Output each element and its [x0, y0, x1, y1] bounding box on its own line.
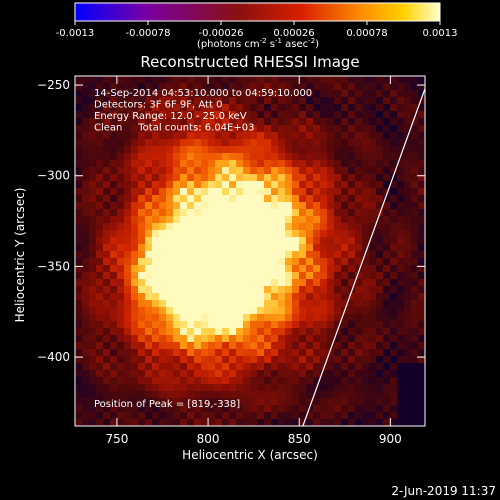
y-tick-label: −400 [37, 350, 70, 364]
colorbar-tick-label: 0.00026 [273, 28, 314, 39]
colorbar-tick-label: -0.00078 [126, 28, 171, 39]
footer-timestamp: 2-Jun-2019 11:37 [391, 484, 496, 498]
x-tick-label: 800 [197, 432, 220, 446]
colorbar-ticks: -0.0013 -0.00078 -0.00026 0.00026 0.00078 0.0… [56, 21, 458, 39]
x-tick-label: 850 [288, 432, 311, 446]
colorbar [75, 3, 440, 21]
annotation-line: Detectors: 3F 6F 9F, Att 0 [94, 100, 222, 111]
x-tick-label: 900 [379, 432, 402, 446]
colorbar-tick-label: -0.0013 [56, 28, 95, 39]
colorbar-frame [74, 2, 441, 22]
annotation-line: Clean Total counts: 6.04E+03 [94, 123, 254, 134]
colorbar-tick-label: 0.00078 [346, 28, 387, 39]
annotation-line: 14-Sep-2014 04:53:10.000 to 04:59:10.000 [94, 88, 312, 99]
colorbar-tick-label: 0.0013 [423, 28, 458, 39]
chart-title: Reconstructed RHESSI Image [140, 53, 359, 71]
peak-position-label: Position of Peak = [819,-338] [94, 399, 240, 410]
colorbar-units: (photons cm-2 s-1 asec-2) [197, 37, 319, 50]
y-tick-label: −300 [37, 169, 70, 183]
plot-frame [74, 75, 426, 427]
info-annotations: 14-Sep-2014 04:53:10.000 to 04:59:10.000… [94, 88, 312, 134]
colorbar-tick-label: -0.00026 [199, 28, 244, 39]
solar-limb-line [302, 88, 425, 426]
y-tick-label: −250 [37, 78, 70, 92]
y-axis-label: Heliocentric Y (arcsec) [13, 188, 27, 323]
x-tick-label: 750 [105, 432, 128, 446]
axis-ticks: 750 800 850 900 −250 −300 −350 −400 [37, 76, 425, 446]
y-tick-label: −350 [37, 259, 70, 273]
annotation-line: Energy Range: 12.0 - 25.0 keV [94, 111, 247, 122]
x-axis-label: Heliocentric X (arcsec) [182, 448, 318, 462]
